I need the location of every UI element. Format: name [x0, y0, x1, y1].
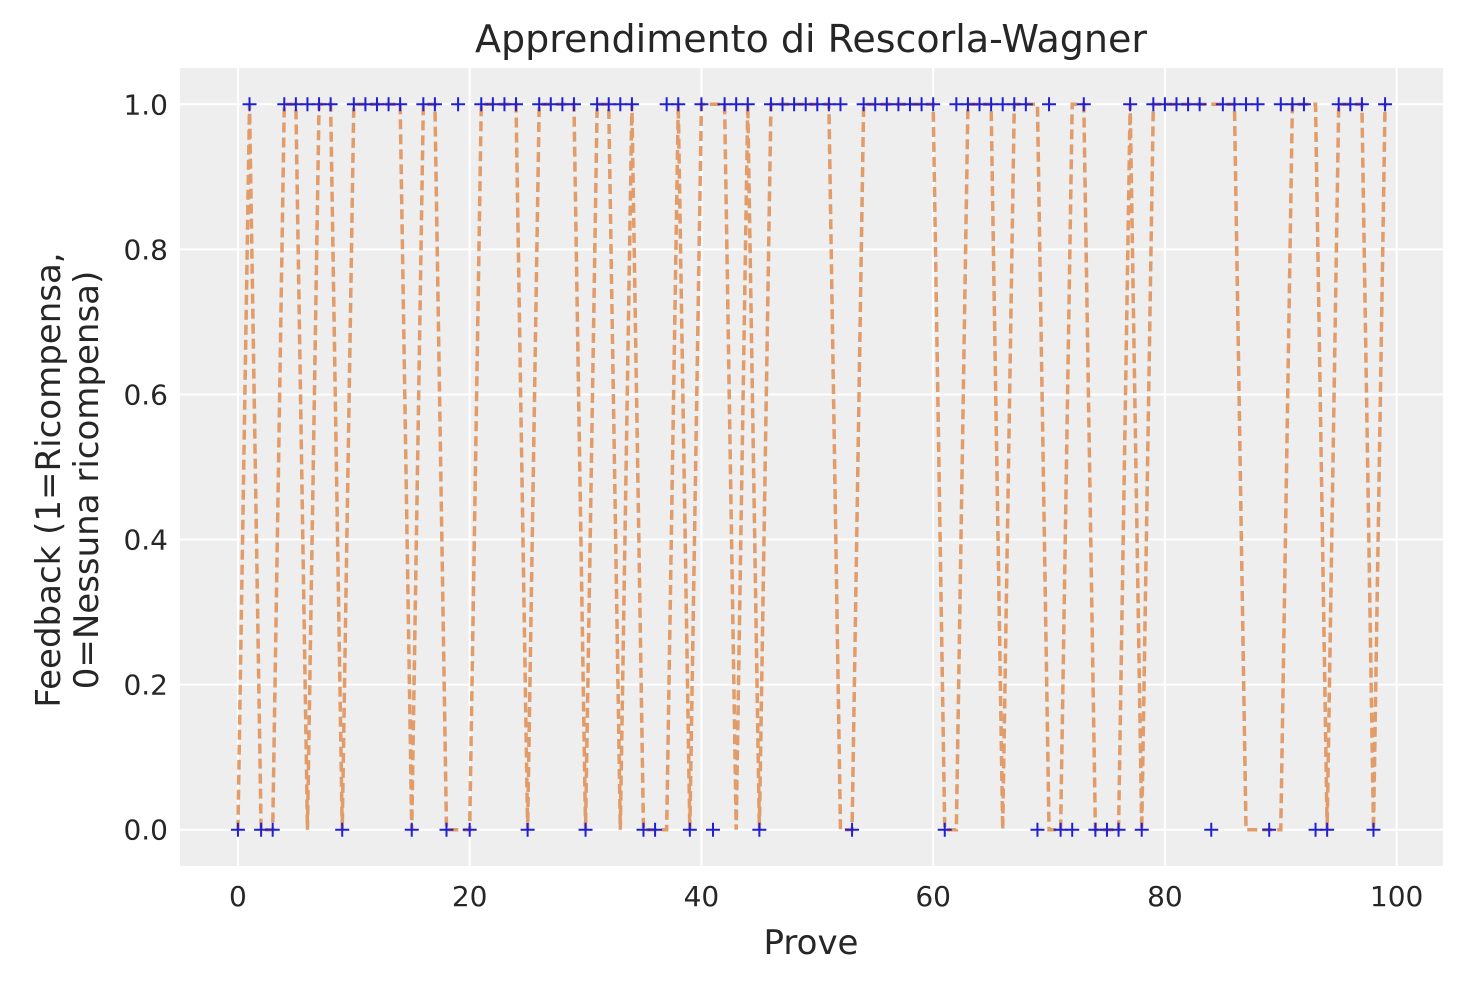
data-point [1250, 97, 1265, 112]
data-point [462, 822, 477, 837]
data-point [671, 97, 686, 112]
x-tick-label: 100 [1370, 880, 1423, 913]
ticks: 0 20 40 60 80 100 0.0 0.2 0.4 0.6 0.8 1.0 [123, 88, 1423, 913]
data-point [566, 97, 581, 112]
data-point [323, 97, 338, 112]
data-point [230, 822, 245, 837]
data-point [1354, 97, 1369, 112]
data-point [1123, 97, 1138, 112]
data-point [1204, 822, 1219, 837]
x-tick-label: 80 [1147, 880, 1183, 913]
y-axis-label: Feedback (1=Ricompensa, 0=Nessuna ricomp… [29, 252, 107, 707]
y-axis-label-line-2: 0=Nessuna ricompensa) [67, 271, 107, 690]
data-point [1320, 822, 1335, 837]
y-axis-label-line-1: Feedback (1=Ricompensa, [29, 252, 69, 707]
data-point [624, 97, 639, 112]
data-point [578, 822, 593, 837]
data-point [833, 97, 848, 112]
data-point [439, 822, 454, 837]
y-tick-label: 0.8 [123, 233, 168, 266]
chart-title: Apprendimento di Rescorla-Wagner [475, 17, 1147, 61]
data-point [242, 97, 257, 112]
data-point [1030, 822, 1045, 837]
data-point [682, 822, 697, 837]
data-point [335, 822, 350, 837]
data-point [1366, 822, 1381, 837]
data-point [706, 822, 721, 837]
y-tick-label: 0.0 [123, 814, 168, 847]
data-point [845, 822, 860, 837]
data-point [1192, 97, 1207, 112]
y-tick-label: 0.4 [123, 524, 168, 557]
data-point [752, 822, 767, 837]
data-point [404, 822, 419, 837]
y-tick-label: 0.2 [123, 669, 168, 702]
data-point [509, 97, 524, 112]
data-point [1076, 97, 1091, 112]
y-tick-label: 0.6 [123, 378, 168, 411]
data-point [1134, 822, 1149, 837]
x-axis-label: Prove [764, 923, 859, 963]
x-tick-label: 60 [915, 880, 951, 913]
data-point [520, 822, 535, 837]
data-point [937, 822, 952, 837]
x-tick-label: 40 [684, 880, 720, 913]
data-point [926, 97, 941, 112]
data-point [648, 822, 663, 837]
feedback-marker-series [230, 97, 1393, 837]
data-point [451, 97, 466, 112]
data-point [1065, 822, 1080, 837]
data-point [694, 97, 709, 112]
data-point [393, 97, 408, 112]
data-point [265, 822, 280, 837]
y-tick-label: 1.0 [123, 88, 168, 121]
x-tick-label: 20 [452, 880, 488, 913]
data-point [1042, 97, 1057, 112]
data-point [1296, 97, 1311, 112]
data-point [1262, 822, 1277, 837]
x-tick-label: 0 [229, 880, 247, 913]
plot-background [180, 68, 1443, 866]
data-point [1111, 822, 1126, 837]
data-point [1018, 97, 1033, 112]
data-point [427, 97, 442, 112]
data-point [1378, 97, 1393, 112]
data-point [740, 97, 755, 112]
